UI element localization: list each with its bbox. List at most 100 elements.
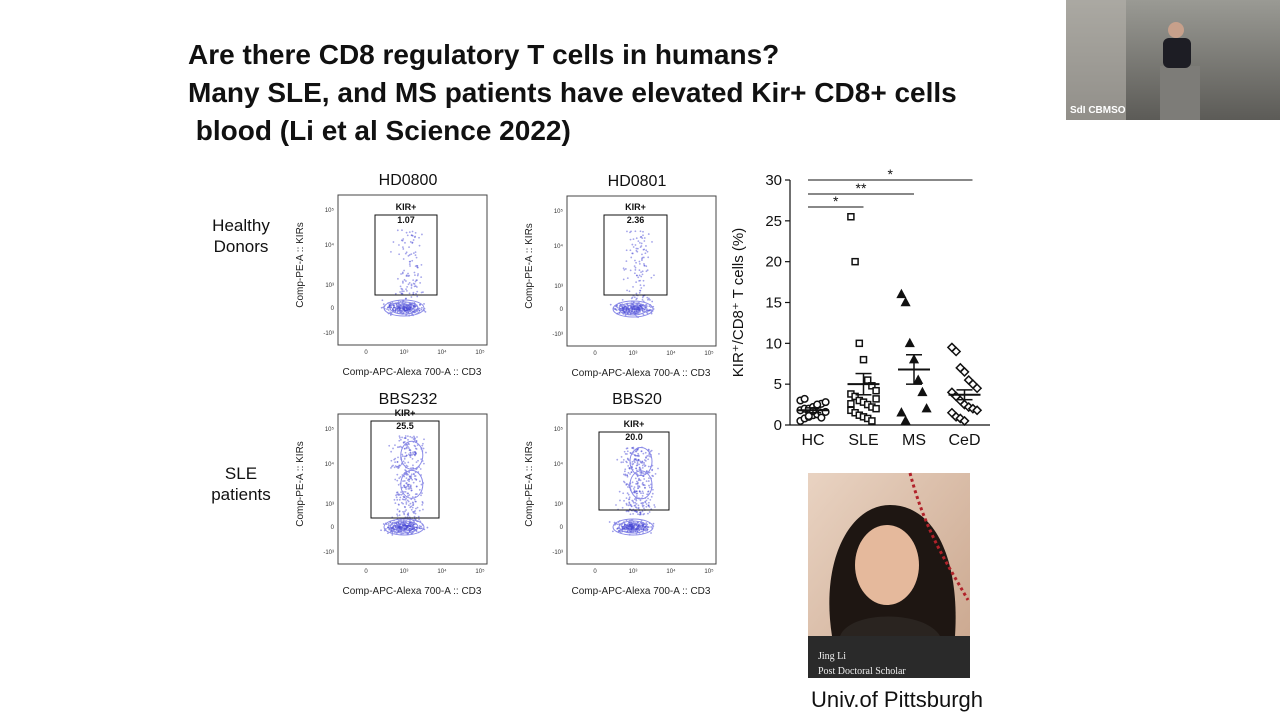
event-dot <box>634 527 637 530</box>
event-dot <box>388 444 391 447</box>
event-dot <box>636 308 639 311</box>
event-dot <box>634 501 637 504</box>
flow-y-tick: 10³ <box>554 502 563 508</box>
event-dot <box>405 473 408 476</box>
event-dot <box>626 475 629 478</box>
event-dot <box>404 486 407 489</box>
event-dot <box>633 461 636 464</box>
event-dot <box>418 307 421 310</box>
event-dot <box>408 487 411 490</box>
slide-title-line: Are there CD8 regulatory T cells in huma… <box>188 39 779 70</box>
event-dot <box>411 303 414 306</box>
event-dot <box>640 271 642 273</box>
event-dot <box>396 508 399 511</box>
event-dot <box>648 486 651 489</box>
event-dot <box>417 459 419 462</box>
event-dot <box>642 230 644 233</box>
flow-y-tick: 10⁴ <box>554 243 564 250</box>
event-dot <box>620 524 623 527</box>
event-dot <box>422 447 425 450</box>
photo-caption-band <box>808 636 970 678</box>
event-dot <box>410 234 413 237</box>
event-dot <box>401 229 403 232</box>
event-dot <box>643 463 646 466</box>
event-dot <box>400 493 403 496</box>
event-dot <box>643 237 646 239</box>
event-dot <box>635 281 638 284</box>
event-dot <box>638 478 641 481</box>
event-dot <box>413 439 416 442</box>
event-dot <box>626 307 628 310</box>
contour <box>618 302 648 316</box>
event-dot <box>405 488 407 490</box>
event-dot <box>634 458 637 461</box>
event-dot <box>408 530 411 533</box>
event-dot <box>409 456 412 459</box>
event-dot <box>412 451 414 454</box>
gate <box>603 214 668 296</box>
event-dot <box>614 308 617 310</box>
event-dot <box>403 269 405 272</box>
event-dot <box>392 447 394 450</box>
flow-x-tick: 0 <box>593 569 597 575</box>
event-dot <box>631 525 633 528</box>
event-dot <box>408 260 411 263</box>
event-dot <box>409 435 412 438</box>
event-dot <box>647 490 650 493</box>
significance-label: ** <box>856 180 867 196</box>
data-point <box>900 296 911 307</box>
event-dot <box>637 507 640 510</box>
event-dot <box>416 274 419 277</box>
event-dot <box>633 528 636 531</box>
event-dot <box>626 277 629 280</box>
event-dot <box>635 298 638 301</box>
event-dot <box>407 272 409 275</box>
event-dot <box>418 525 421 527</box>
event-dot <box>397 483 400 486</box>
event-dot <box>638 260 641 263</box>
event-dot <box>410 508 413 511</box>
event-dot <box>630 308 633 311</box>
event-dot <box>394 457 397 460</box>
event-dot <box>625 260 628 263</box>
event-dot <box>397 521 400 524</box>
data-point <box>959 415 970 426</box>
event-dot <box>407 500 410 503</box>
event-dot <box>405 443 408 446</box>
event-dot <box>626 230 628 233</box>
flow-sample-title: BBS232 <box>379 391 438 408</box>
event-dot <box>412 481 415 484</box>
event-dot <box>420 494 422 497</box>
event-dot <box>421 502 424 504</box>
event-dot <box>390 250 392 253</box>
event-dot <box>640 450 643 453</box>
event-dot <box>398 464 401 467</box>
event-dot <box>386 308 388 310</box>
event-dot <box>409 451 412 454</box>
event-dot <box>405 307 408 310</box>
event-dot <box>411 242 414 244</box>
event-dot <box>407 445 409 448</box>
event-dot <box>415 526 418 529</box>
event-dot <box>638 241 641 244</box>
event-dot <box>631 523 634 526</box>
event-dot <box>410 253 413 256</box>
event-dot <box>404 462 406 464</box>
event-dot <box>404 498 407 501</box>
event-dot <box>639 236 642 239</box>
data-point <box>896 288 907 299</box>
event-dot <box>403 455 406 458</box>
event-dot <box>643 507 645 510</box>
event-dot <box>401 288 404 291</box>
event-dot <box>397 277 399 280</box>
contour <box>395 522 413 532</box>
event-dot <box>641 259 643 261</box>
event-dot <box>630 306 633 309</box>
event-dot <box>638 466 641 469</box>
event-dot <box>637 240 640 243</box>
event-dot <box>413 515 416 518</box>
event-dot <box>635 261 637 264</box>
event-dot <box>636 485 639 487</box>
event-dot <box>645 499 648 502</box>
event-dot <box>405 464 408 467</box>
